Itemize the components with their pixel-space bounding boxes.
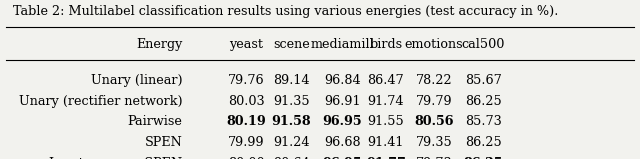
Text: 79.79: 79.79 [415, 95, 452, 108]
Text: 79.99: 79.99 [228, 136, 265, 149]
Text: 91.74: 91.74 [367, 95, 404, 108]
Text: 80.03: 80.03 [228, 95, 265, 108]
Text: 96.84: 96.84 [324, 74, 361, 87]
Text: 79.35: 79.35 [415, 136, 452, 149]
Text: 91.41: 91.41 [368, 136, 404, 149]
Text: 96.91: 96.91 [324, 95, 361, 108]
Text: Unary (linear): Unary (linear) [91, 74, 182, 87]
Text: cal500: cal500 [461, 38, 505, 51]
Text: 79.76: 79.76 [228, 74, 265, 87]
Text: 80.19: 80.19 [227, 115, 266, 128]
Text: 91.77: 91.77 [366, 157, 406, 159]
Text: 91.55: 91.55 [367, 115, 404, 128]
Text: 89.14: 89.14 [273, 74, 310, 87]
Text: 91.35: 91.35 [273, 95, 310, 108]
Text: 80.56: 80.56 [414, 115, 454, 128]
Text: 96.95: 96.95 [323, 115, 362, 128]
Text: 86.35: 86.35 [463, 157, 503, 159]
Text: 86.47: 86.47 [367, 74, 404, 87]
Text: mediamill: mediamill [310, 38, 374, 51]
Text: 79.73: 79.73 [415, 157, 452, 159]
Text: 91.24: 91.24 [273, 136, 310, 149]
Text: 85.67: 85.67 [465, 74, 502, 87]
Text: 86.25: 86.25 [465, 95, 502, 108]
Text: yeast: yeast [229, 38, 264, 51]
Text: 96.95: 96.95 [323, 157, 362, 159]
Text: Table 2: Multilabel classification results using various energies (test accuracy: Table 2: Multilabel classification resul… [13, 5, 558, 18]
Text: birds: birds [369, 38, 403, 51]
Text: Energy: Energy [136, 38, 182, 51]
Text: SPEN: SPEN [145, 136, 182, 149]
Text: 86.25: 86.25 [465, 136, 502, 149]
Text: 80.00: 80.00 [228, 157, 265, 159]
Text: scene: scene [273, 38, 310, 51]
Text: 90.64: 90.64 [273, 157, 310, 159]
Text: Input-concave SPEN: Input-concave SPEN [49, 157, 182, 159]
Text: 78.22: 78.22 [415, 74, 452, 87]
Text: emotions: emotions [404, 38, 463, 51]
Text: Unary (rectifier network): Unary (rectifier network) [19, 95, 182, 108]
Text: Pairwise: Pairwise [127, 115, 182, 128]
Text: 85.73: 85.73 [465, 115, 502, 128]
Text: 91.58: 91.58 [271, 115, 311, 128]
Text: 96.68: 96.68 [324, 136, 361, 149]
